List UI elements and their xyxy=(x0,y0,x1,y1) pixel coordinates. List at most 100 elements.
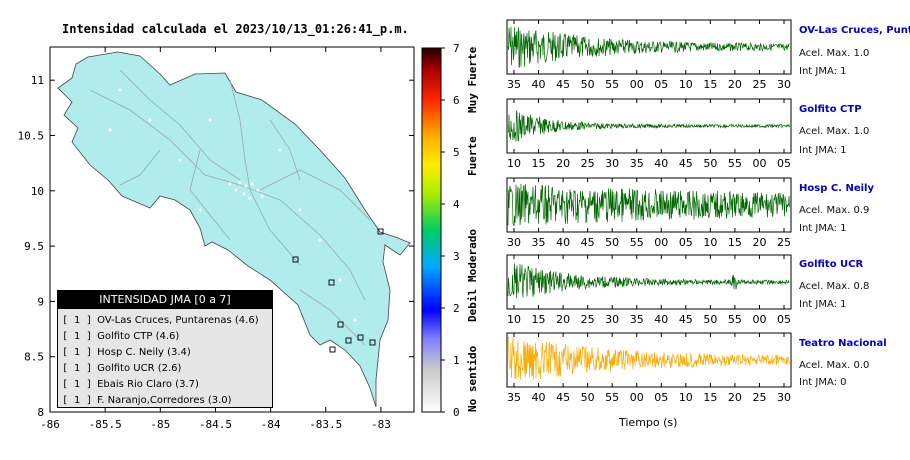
waveform-tick-label: 50 xyxy=(703,313,717,326)
map-y-tick-label: 9.5 xyxy=(24,240,44,253)
waveform-tick-label: 35 xyxy=(507,391,521,404)
waveform-tick-label: 55 xyxy=(630,236,644,249)
waveform-tick-label: 25 xyxy=(777,236,791,249)
waveform-tick-label: 20 xyxy=(752,236,766,249)
waveform-tick-label: 05 xyxy=(777,157,791,170)
map-x-tick-label: -86 xyxy=(40,418,60,431)
waveform-tick-label: 00 xyxy=(752,313,766,326)
waveform-tick-label: 15 xyxy=(728,236,742,249)
waveform-tick-label: 55 xyxy=(728,313,742,326)
colorbar-tick-label: 7 xyxy=(453,42,460,55)
waveform-tick-label: 40 xyxy=(556,236,570,249)
waveform-tick-label: 35 xyxy=(532,236,546,249)
legend-title: INTENSIDAD JMA [0 a 7] xyxy=(58,291,272,309)
waveform-tick-label: 15 xyxy=(532,313,546,326)
waveform-tick-label: 00 xyxy=(630,78,644,91)
station-int-jma: Int JMA: 1 xyxy=(799,66,847,77)
waveform-trace xyxy=(507,183,790,227)
waveform-tick-label: 45 xyxy=(679,157,693,170)
station-name-golfito-ucr: Golfito UCR xyxy=(799,259,864,270)
waveform-tick-label: 10 xyxy=(507,313,521,326)
waveform-x-axis-label: Tiempo (s) xyxy=(619,416,678,429)
waveform-tick-label: 40 xyxy=(654,157,668,170)
waveform-trace xyxy=(507,336,790,380)
waveform-tick-label: 50 xyxy=(581,78,595,91)
waveform-tick-label: 05 xyxy=(777,313,791,326)
waveform-tick-label: 50 xyxy=(581,391,595,404)
map-x-axis: -86 -85.5 -85 -84.5 -84 -83.5 -83 xyxy=(40,47,391,431)
waveform-tick-label: 25 xyxy=(581,157,595,170)
waveform-tick-label: 00 xyxy=(630,391,644,404)
colorbar: 0 1 2 3 4 5 6 7 xyxy=(421,42,460,419)
waveform-tick-label: 45 xyxy=(556,391,570,404)
map-y-tick-label: 10 xyxy=(31,185,44,198)
waveform-tick-label: 15 xyxy=(703,78,717,91)
waveform-trace xyxy=(507,110,790,142)
map-y-tick-label: 11 xyxy=(31,74,44,87)
waveform-tick-label: 35 xyxy=(507,78,521,91)
map-x-tick-label: -84.5 xyxy=(199,418,232,431)
waveform-tick-label: 05 xyxy=(679,236,693,249)
colorbar-tick-label: 0 xyxy=(453,406,460,419)
waveform-tick-label: 50 xyxy=(703,157,717,170)
waveform-tick-label: 45 xyxy=(556,78,570,91)
map-x-tick-label: -85 xyxy=(150,418,170,431)
waveform-tick-label: 10 xyxy=(679,78,693,91)
waveform-tick-label: 30 xyxy=(777,391,791,404)
waveform-tick-label: 00 xyxy=(654,236,668,249)
station-name-teatro-nacional: Teatro Nacional xyxy=(799,338,887,349)
station-name-golfito-ctp: Golfito CTP xyxy=(799,104,862,115)
colorbar-tick-label: 4 xyxy=(453,198,460,211)
station-name-ov-las-cruces: OV-Las Cruces, Puntar xyxy=(799,25,910,36)
station-int-jma: Int JMA: 0 xyxy=(799,377,847,388)
road-network xyxy=(89,69,371,346)
station-int-jma: Int JMA: 1 xyxy=(799,223,847,234)
waveform-tick-label: 40 xyxy=(532,391,546,404)
colorbar-label-no-sentido: No sentido xyxy=(466,345,479,412)
waveform-tick-label: 20 xyxy=(728,78,742,91)
waveform-tick-label: 45 xyxy=(679,313,693,326)
map-x-tick-label: -83 xyxy=(371,418,391,431)
waveform-tick-label: 25 xyxy=(752,78,766,91)
station-acel-max: Acel. Max. 1.0 xyxy=(799,48,870,59)
intensity-legend: INTENSIDAD JMA [0 a 7] [ 1 ] OV-Las Cruce… xyxy=(57,290,273,408)
waveform-tick-label: 25 xyxy=(752,391,766,404)
waveform-tick-label: 50 xyxy=(605,236,619,249)
map-y-tick-label: 8.5 xyxy=(24,351,44,364)
waveform-tick-label: 55 xyxy=(605,78,619,91)
waveform-tick-label: 30 xyxy=(605,313,619,326)
legend-row: [ 1 ] F. Naranjo,Corredores (3.0) xyxy=(62,395,232,406)
waveform-tick-label: 25 xyxy=(581,313,595,326)
waveform-tick-label: 05 xyxy=(654,391,668,404)
colorbar-label-moderado: Moderado xyxy=(466,229,479,282)
station-acel-max: Acel. Max. 0.8 xyxy=(799,281,870,292)
waveform-tick-label: 20 xyxy=(728,391,742,404)
waveform-tick-label: 30 xyxy=(507,236,521,249)
map-y-tick-label: 8 xyxy=(37,406,44,419)
map-y-tick-label: 9 xyxy=(37,295,44,308)
colorbar-label-debil: Debil xyxy=(466,288,479,322)
map-x-tick-label: -84 xyxy=(261,418,281,431)
station-acel-max: Acel. Max. 0.9 xyxy=(799,205,870,216)
map-x-tick-label: -85.5 xyxy=(89,418,122,431)
station-int-jma: Int JMA: 1 xyxy=(799,145,847,156)
colorbar-tick-label: 3 xyxy=(453,250,460,263)
waveform-tick-label: 40 xyxy=(654,313,668,326)
waveform-tick-label: 20 xyxy=(556,313,570,326)
legend-row: [ 1 ] OV-Las Cruces, Puntarenas (4.6) xyxy=(62,315,259,326)
waveform-tick-label: 30 xyxy=(605,157,619,170)
colorbar-label-muy-fuerte: Muy Fuerte xyxy=(466,46,479,113)
waveform-tick-label: 15 xyxy=(703,391,717,404)
waveform-trace xyxy=(507,263,790,299)
colorbar-label-fuerte: Fuerte xyxy=(466,136,479,176)
legend-row: [ 1 ] Hosp C. Neily (3.4) xyxy=(62,347,191,358)
waveform-tick-label: 45 xyxy=(581,236,595,249)
waveform-tick-label: 55 xyxy=(605,391,619,404)
map-title: Intensidad calculada el 2023/10/13_01:26… xyxy=(62,22,409,36)
legend-row: [ 1 ] Golfito CTP (4.6) xyxy=(62,331,180,342)
legend-row: [ 1 ] Ebais Rio Claro (3.7) xyxy=(62,379,199,390)
station-acel-max: Acel. Max. 1.0 xyxy=(799,126,870,137)
waveform-tick-label: 55 xyxy=(728,157,742,170)
waveform-tick-label: 15 xyxy=(532,157,546,170)
map-x-tick-label: -83.5 xyxy=(309,418,342,431)
